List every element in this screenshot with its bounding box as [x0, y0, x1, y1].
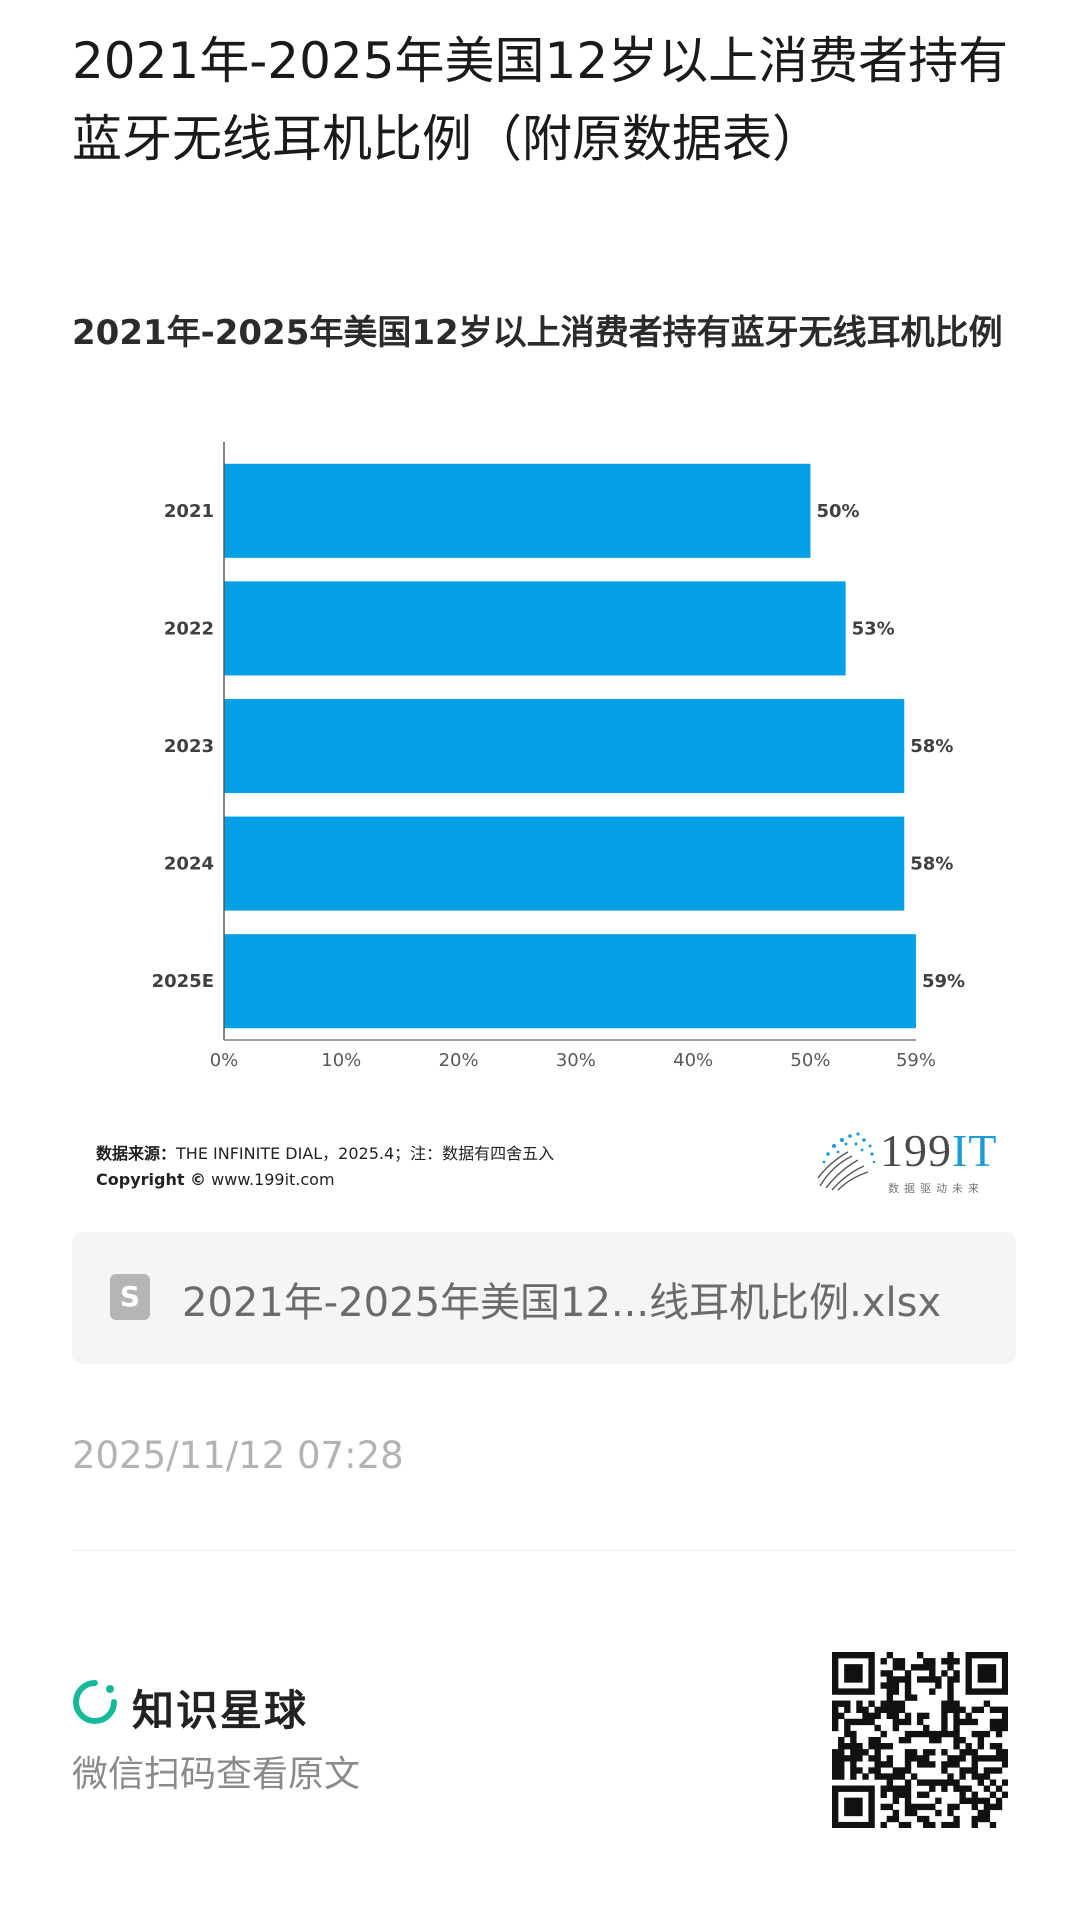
x-tick-label: 0%	[210, 1050, 239, 1071]
category-label-2021: 2021	[164, 501, 214, 522]
category-label-2023: 2023	[164, 736, 214, 757]
chart-title: 2021年-2025年美国12岁以上消费者持有蓝牙无线耳机比例	[72, 313, 1003, 353]
data-source: 数据来源：THE INFINITE DIAL，2025.4；注：数据有四舍五入	[96, 1140, 554, 1164]
x-tick-label: 10%	[321, 1050, 361, 1071]
copyright-label: Copyright ©	[96, 1170, 207, 1189]
category-label-2024: 2024	[164, 854, 214, 875]
post-timestamp: 2025/11/12 07:28	[72, 1434, 404, 1477]
bar-2021	[224, 463, 811, 558]
brand-number: 199	[880, 1125, 952, 1176]
attachment-card[interactable]: S 2021年-2025年美国12...线耳机比例.xlsx	[72, 1232, 1016, 1364]
zsxq-logo-icon	[73, 1680, 117, 1724]
qr-code-icon[interactable]	[832, 1652, 1008, 1828]
spreadsheet-file-icon: S	[110, 1274, 150, 1320]
x-tick-label: 59%	[896, 1050, 936, 1071]
x-tick-label: 40%	[673, 1050, 713, 1071]
source-text: THE INFINITE DIAL，2025.4；注：数据有四舍五入	[176, 1144, 555, 1163]
value-label-2025E: 59%	[922, 971, 965, 992]
copyright: Copyright © www.199it.com	[96, 1170, 335, 1189]
file-icon-glyph: S	[119, 1280, 141, 1313]
brand-wordmark: 199IT	[880, 1124, 997, 1177]
brand-it: IT	[952, 1125, 998, 1176]
attachment-file-name[interactable]: 2021年-2025年美国12...线耳机比例.xlsx	[182, 1280, 942, 1326]
value-label-2021: 50%	[816, 501, 859, 522]
bar-2022	[224, 581, 846, 676]
bar-2025E	[224, 934, 916, 1029]
value-label-2023: 58%	[910, 736, 953, 757]
value-label-2022: 53%	[852, 618, 895, 639]
copyright-url: www.199it.com	[211, 1170, 335, 1189]
scan-hint: 微信扫码查看原文	[72, 1754, 361, 1795]
value-label-2024: 58%	[910, 854, 953, 875]
x-tick-label: 50%	[790, 1050, 830, 1071]
x-tick-label: 30%	[556, 1050, 596, 1071]
divider	[72, 1550, 1016, 1551]
x-tick-label: 20%	[439, 1050, 479, 1071]
category-label-2025E: 2025E	[152, 971, 214, 992]
dandelion-logo-icon	[817, 1132, 876, 1191]
category-label-2022: 2022	[164, 618, 214, 639]
source-label: 数据来源：	[96, 1144, 177, 1163]
bar-chart: 2021 50% 2022 53% 2023 58% 2024 58% 2025E 59% 0% 10…	[152, 442, 965, 1071]
brand-tagline: 数据驱动未来	[888, 1182, 984, 1195]
page-title: 2021年-2025年美国12岁以上消费者持有蓝牙无线耳机比例（附原数据表）	[72, 32, 1009, 168]
bar-2024	[224, 816, 905, 911]
bar-2023	[224, 698, 905, 794]
app-name: 知识星球	[132, 1686, 309, 1735]
